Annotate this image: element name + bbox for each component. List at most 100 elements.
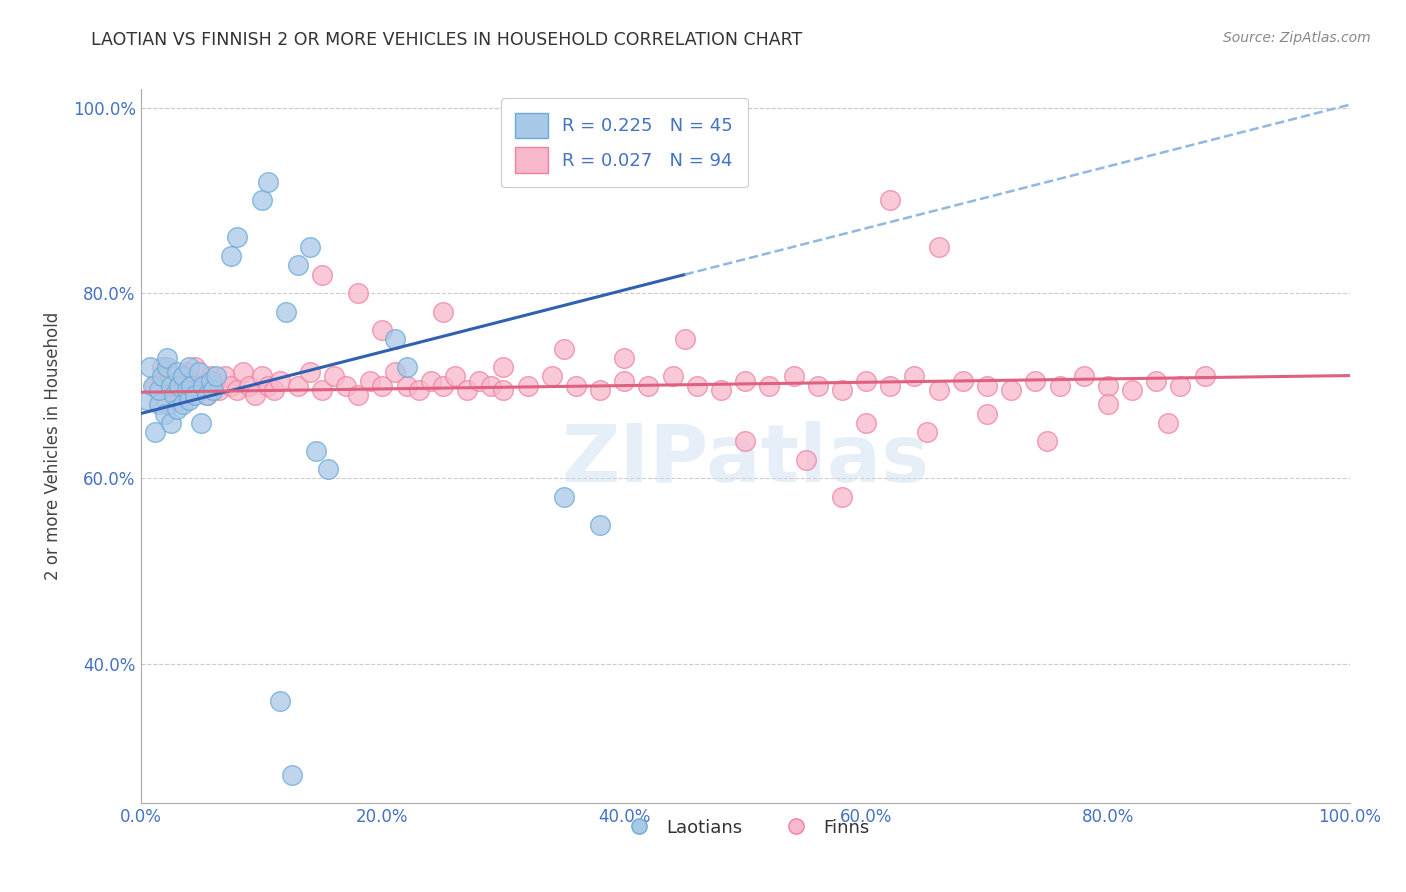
Point xyxy=(794,453,817,467)
Point xyxy=(1049,378,1071,392)
Point xyxy=(311,268,333,282)
Point xyxy=(432,304,454,318)
Point xyxy=(782,369,804,384)
Point xyxy=(928,240,950,254)
Point xyxy=(1121,384,1143,398)
Point xyxy=(143,378,166,392)
Point xyxy=(153,407,176,421)
Point xyxy=(176,365,198,379)
Point xyxy=(166,365,188,379)
Point xyxy=(256,378,278,392)
Point xyxy=(172,369,194,384)
Point xyxy=(384,333,406,347)
Point xyxy=(976,378,998,392)
Point xyxy=(347,286,370,301)
Point xyxy=(287,378,309,392)
Point xyxy=(1194,369,1216,384)
Point xyxy=(263,384,285,398)
Point xyxy=(565,378,588,392)
Point xyxy=(637,378,659,392)
Point xyxy=(169,378,191,392)
Point xyxy=(553,342,575,356)
Point xyxy=(456,384,478,398)
Point xyxy=(184,388,207,402)
Point xyxy=(298,365,321,379)
Point xyxy=(613,351,636,365)
Point xyxy=(298,240,321,254)
Point xyxy=(256,175,278,189)
Point xyxy=(150,369,173,384)
Point xyxy=(287,258,309,272)
Point xyxy=(831,384,853,398)
Point xyxy=(915,425,938,439)
Point xyxy=(250,369,273,384)
Point xyxy=(202,378,225,392)
Point xyxy=(274,304,297,318)
Point xyxy=(190,416,212,430)
Point xyxy=(195,388,218,402)
Point xyxy=(163,388,186,402)
Point xyxy=(202,384,225,398)
Point xyxy=(335,378,357,392)
Point xyxy=(250,194,273,208)
Point xyxy=(540,369,562,384)
Text: Source: ZipAtlas.com: Source: ZipAtlas.com xyxy=(1223,31,1371,45)
Point xyxy=(135,392,157,407)
Legend: Laotians, Finns: Laotians, Finns xyxy=(613,812,877,844)
Point xyxy=(1157,416,1180,430)
Point xyxy=(347,388,370,402)
Point xyxy=(156,351,179,365)
Point xyxy=(177,360,200,375)
Point xyxy=(160,369,183,384)
Point xyxy=(169,392,191,407)
Point xyxy=(219,378,242,392)
Point xyxy=(214,369,236,384)
Point xyxy=(661,369,683,384)
Point xyxy=(176,384,198,398)
Point xyxy=(245,388,267,402)
Point xyxy=(208,384,231,398)
Point xyxy=(492,384,515,398)
Point xyxy=(180,378,202,392)
Point xyxy=(1097,378,1119,392)
Point xyxy=(976,407,998,421)
Point xyxy=(553,490,575,504)
Point xyxy=(1024,374,1046,388)
Point xyxy=(177,392,200,407)
Point xyxy=(156,360,179,375)
Point xyxy=(928,384,950,398)
Point xyxy=(219,249,242,263)
Point xyxy=(195,388,218,402)
Point xyxy=(166,384,188,398)
Point xyxy=(150,360,173,375)
Point xyxy=(384,365,406,379)
Point xyxy=(187,365,209,379)
Point xyxy=(613,374,636,388)
Point xyxy=(734,434,756,449)
Point xyxy=(139,360,162,375)
Point xyxy=(305,443,328,458)
Point xyxy=(160,416,183,430)
Point xyxy=(359,374,381,388)
Point xyxy=(371,378,394,392)
Point xyxy=(371,323,394,337)
Point xyxy=(879,194,901,208)
Point xyxy=(1097,397,1119,411)
Point xyxy=(419,374,441,388)
Point xyxy=(903,369,925,384)
Text: LAOTIAN VS FINNISH 2 OR MORE VEHICLES IN HOUSEHOLD CORRELATION CHART: LAOTIAN VS FINNISH 2 OR MORE VEHICLES IN… xyxy=(91,31,803,49)
Point xyxy=(516,378,538,392)
Point xyxy=(177,388,200,402)
Point xyxy=(269,694,291,708)
Point xyxy=(673,333,696,347)
Y-axis label: 2 or more Vehicles in Household: 2 or more Vehicles in Household xyxy=(44,312,62,580)
Point xyxy=(200,369,222,384)
Point xyxy=(855,374,877,388)
Point xyxy=(395,360,418,375)
Point xyxy=(172,378,194,392)
Point xyxy=(1000,384,1022,398)
Point xyxy=(952,374,974,388)
Point xyxy=(734,374,756,388)
Point xyxy=(444,369,467,384)
Point xyxy=(142,378,165,392)
